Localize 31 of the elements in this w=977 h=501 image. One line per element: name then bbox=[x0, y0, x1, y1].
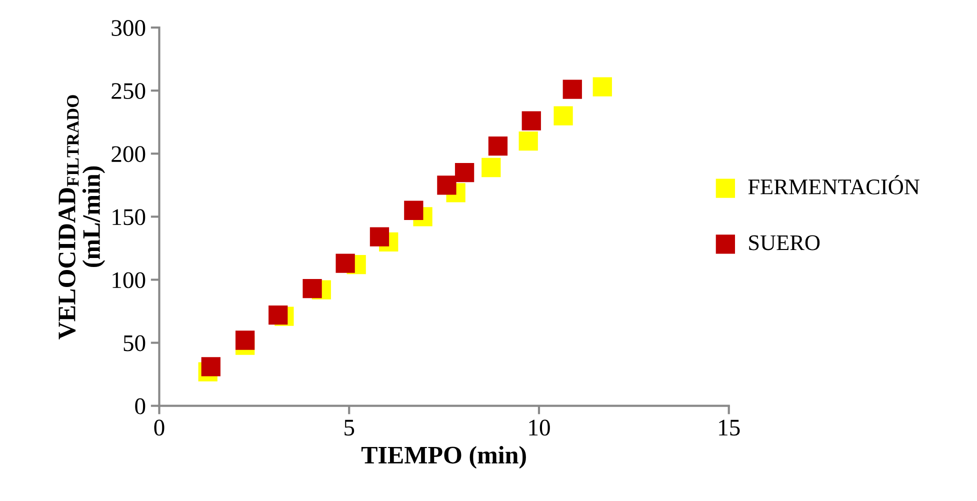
point bbox=[592, 77, 612, 96]
point bbox=[518, 131, 538, 151]
x-axis-title: TIEMPO (min) bbox=[361, 446, 526, 469]
y-tick-label: 150 bbox=[112, 209, 146, 226]
point bbox=[554, 106, 573, 126]
x-tick-label: 5 bbox=[344, 420, 354, 436]
y-tick-label: 200 bbox=[112, 146, 146, 162]
point bbox=[235, 330, 255, 350]
point bbox=[454, 162, 474, 182]
y-tick-label: 300 bbox=[112, 20, 146, 36]
point bbox=[201, 357, 220, 376]
point bbox=[562, 80, 582, 99]
y-tick-label: 0 bbox=[135, 398, 146, 414]
y-tick-label: 100 bbox=[112, 272, 146, 288]
x-tick-label: 15 bbox=[719, 420, 740, 436]
point bbox=[482, 158, 501, 178]
point bbox=[437, 176, 456, 195]
point bbox=[404, 200, 424, 220]
point bbox=[302, 278, 322, 298]
point bbox=[336, 254, 355, 273]
x-tick-label: 10 bbox=[529, 420, 550, 436]
point bbox=[488, 136, 508, 156]
point bbox=[268, 305, 288, 325]
point bbox=[370, 227, 390, 246]
legend-label: FERMENTACIÓN bbox=[748, 175, 920, 194]
y-tick-label: 250 bbox=[112, 83, 146, 100]
point bbox=[522, 111, 541, 130]
x-tick-label: 0 bbox=[154, 420, 164, 436]
y-axis-title: VELOCIDAD$_{FILTRADO}$ (mL/min) bbox=[58, 95, 106, 340]
y-tick-label: 50 bbox=[124, 335, 146, 352]
legend-label: SUERO bbox=[749, 235, 820, 250]
